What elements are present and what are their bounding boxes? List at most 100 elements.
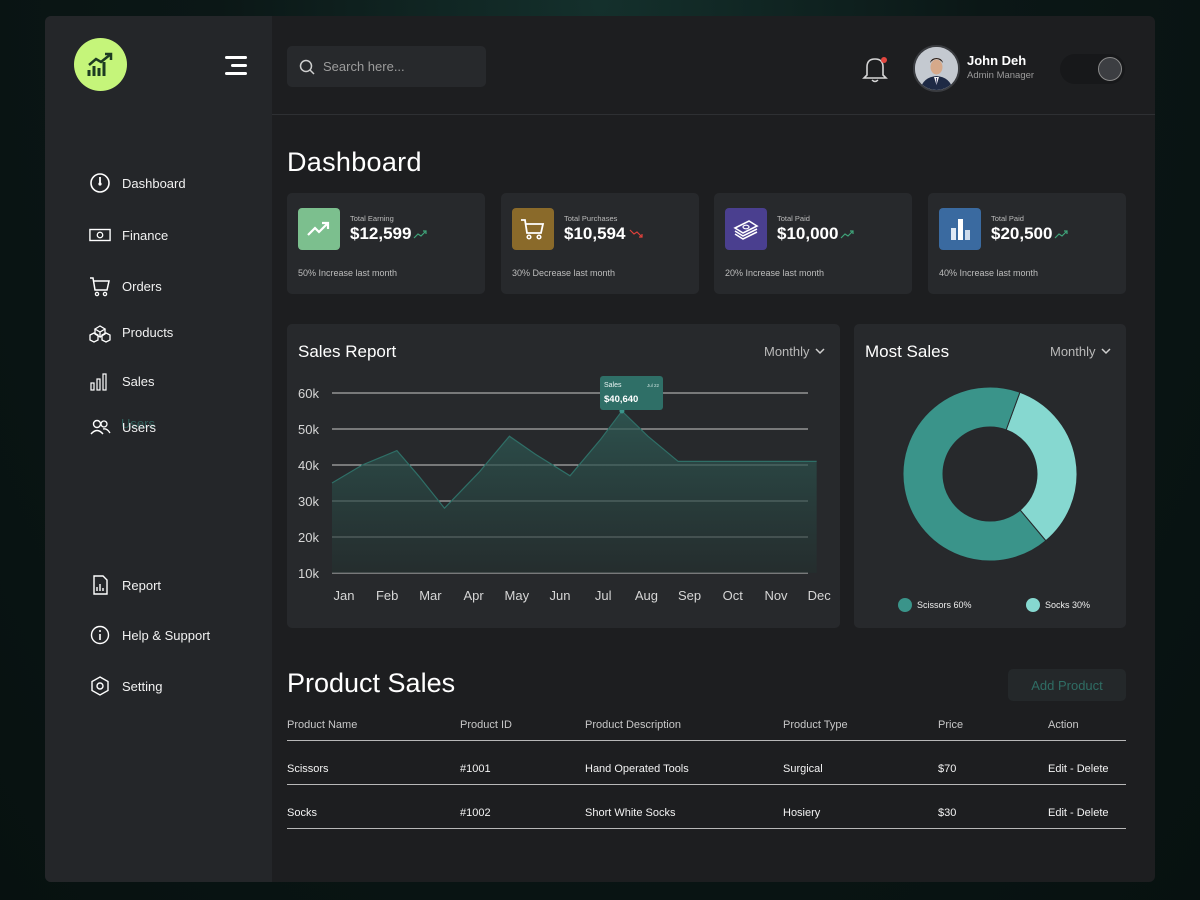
report-icon <box>89 574 111 596</box>
add-product-button[interactable]: Add Product <box>1008 669 1126 701</box>
stat-card-total-earning: Total Earning $12,599 50% Increase last … <box>287 193 485 294</box>
stat-note: 30% Decrease last month <box>512 268 616 278</box>
edit-delete-action[interactable]: Edit - Delete <box>1048 807 1109 819</box>
user-role: Admin Manager <box>967 70 1035 81</box>
table-divider <box>287 828 1126 829</box>
sidebar-item-dashboard[interactable]: Dashboard <box>89 171 186 195</box>
sidebar-item-setting[interactable]: Setting <box>89 674 162 698</box>
page-title: Dashboard <box>287 147 422 177</box>
stat-note: 50% Increase last month <box>298 268 398 278</box>
sidebar-item-help[interactable]: Help & Support <box>89 623 210 647</box>
stat-label: Total Paid <box>777 214 810 223</box>
donut-slice-socks <box>1005 391 1078 542</box>
info-icon <box>89 624 111 646</box>
column-header: Product Name <box>287 719 358 731</box>
x-tick-label: Jan <box>334 588 355 603</box>
stat-label: Total Paid <box>991 214 1024 223</box>
tooltip-value: $40,640 <box>604 394 639 405</box>
x-tick-label: Aug <box>635 588 658 603</box>
trend-up-arrow-icon <box>413 230 427 239</box>
dropdown-label: Monthly <box>764 344 810 359</box>
column-header: Action <box>1048 719 1079 731</box>
panel-title: Most Sales <box>865 342 950 361</box>
table-divider <box>287 784 1126 785</box>
theme-toggle[interactable] <box>1060 54 1125 84</box>
x-tick-label: Feb <box>376 588 398 603</box>
chart-tooltip: Sales Jul 22 $40,640 <box>600 376 663 410</box>
stat-value: $20,500 <box>991 224 1053 243</box>
sidebar-item-finance[interactable]: Finance <box>89 223 168 247</box>
y-tick-label: 60k <box>298 386 319 401</box>
boxes-icon <box>89 321 111 343</box>
cell-product-name: Socks <box>287 807 317 819</box>
section-title: Product Sales <box>287 668 456 698</box>
period-dropdown[interactable]: Monthly <box>764 344 825 359</box>
trend-down-arrow-icon <box>629 229 643 238</box>
cart-icon <box>89 275 111 297</box>
legend-swatch <box>898 598 912 612</box>
edit-delete-action[interactable]: Edit - Delete <box>1048 763 1109 775</box>
sidebar-item-label: Help & Support <box>122 627 211 643</box>
donut-slice-scissors <box>902 386 1047 562</box>
user-name: John Deh <box>967 53 1027 68</box>
stat-label: Total Purchases <box>564 214 618 223</box>
stat-label: Total Earning <box>350 214 394 223</box>
trend-up-icon <box>298 208 340 250</box>
x-tick-label: Dec <box>808 588 832 603</box>
column-header: Price <box>938 719 964 731</box>
stat-note: 40% Increase last month <box>939 268 1039 278</box>
sidebar-item-label: Sales <box>122 373 155 389</box>
bar-chart-icon <box>89 370 111 392</box>
sidebar-item-orders[interactable]: Orders <box>89 274 162 298</box>
search-box[interactable] <box>287 46 486 87</box>
stat-value: $12,599 <box>350 224 412 243</box>
most-sales-donut-chart <box>902 386 1078 562</box>
cell-price: $70 <box>938 763 957 775</box>
ghost-users-label: Users <box>121 416 155 431</box>
x-tick-label: Nov <box>764 588 788 603</box>
sidebar-item-sales[interactable]: Sales <box>89 369 155 393</box>
cell-product-name: Scissors <box>287 763 329 775</box>
cell-product-description: Short White Socks <box>585 807 676 819</box>
sidebar-item-label: Products <box>122 324 174 340</box>
most-sales-panel: Most Sales Monthly Scissors 60% Socks 30… <box>854 324 1126 628</box>
x-tick-label: Oct <box>723 588 744 603</box>
notification-bell-icon[interactable] <box>861 54 889 84</box>
toggle-knob <box>1098 57 1122 81</box>
notification-dot <box>881 57 887 63</box>
money-stack-icon <box>725 208 767 250</box>
x-tick-label: May <box>505 588 530 603</box>
sidebar-item-products[interactable]: Products <box>89 320 173 344</box>
y-tick-label: 20k <box>298 530 319 545</box>
logo[interactable] <box>74 38 127 91</box>
table-divider <box>287 740 1126 741</box>
cell-product-id: #1002 <box>460 807 491 819</box>
menu-toggle-icon[interactable] <box>223 54 247 76</box>
sales-line <box>331 410 817 510</box>
avatar[interactable] <box>913 45 960 92</box>
x-tick-label: Mar <box>419 588 442 603</box>
sidebar-item-label: Report <box>122 577 162 593</box>
stat-card-total-paid: Total Paid $10,000 20% Increase last mon… <box>714 193 912 294</box>
users-icon <box>89 416 111 438</box>
cell-price: $30 <box>938 807 957 819</box>
x-tick-label: Jul <box>595 588 612 603</box>
legend-label: Socks 30% <box>1045 600 1091 610</box>
search-input[interactable] <box>323 59 473 74</box>
period-dropdown[interactable]: Monthly <box>1050 344 1111 359</box>
column-header: Product Type <box>783 719 848 731</box>
stat-card-total-paid-2: Total Paid $20,500 40% Increase last mon… <box>928 193 1126 294</box>
x-tick-label: Apr <box>463 588 484 603</box>
x-tick-label: Jun <box>550 588 571 603</box>
stat-value: $10,594 <box>564 224 626 243</box>
sidebar: Dashboard Finance Orders Products Sales <box>45 16 272 882</box>
legend-label: Scissors 60% <box>917 600 972 610</box>
cell-product-type: Hosiery <box>783 807 821 819</box>
sidebar-item-users[interactable]: Users <box>89 415 156 439</box>
tooltip-label: Sales <box>604 382 622 389</box>
app-window: Dashboard Finance Orders Products Sales <box>45 16 1155 882</box>
trend-up-arrow-icon <box>1054 230 1068 239</box>
column-header: Product ID <box>460 719 512 731</box>
cell-product-description: Hand Operated Tools <box>585 763 689 775</box>
sidebar-item-report[interactable]: Report <box>89 573 161 597</box>
